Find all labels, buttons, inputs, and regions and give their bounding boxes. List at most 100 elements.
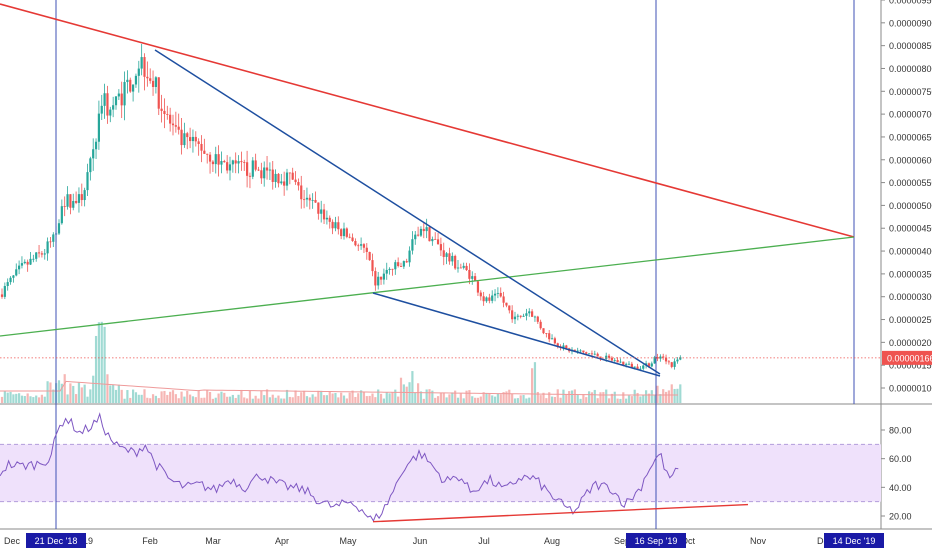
- time-tick-label: Mar: [205, 536, 221, 546]
- price-tick-label: 0.00000850: [889, 41, 932, 51]
- price-tick-label: 0.00000500: [889, 201, 932, 211]
- candle-body: [23, 261, 26, 264]
- price-tick-label: 0.00000700: [889, 110, 932, 120]
- volume-bar: [120, 389, 123, 403]
- candle-body: [18, 265, 21, 270]
- volume-bar: [645, 390, 648, 403]
- volume-bar: [123, 398, 126, 403]
- candle-body: [140, 57, 143, 69]
- volume-bar: [268, 397, 271, 403]
- volume-bar: [351, 390, 354, 403]
- volume-bar: [154, 395, 157, 403]
- candle-body: [422, 228, 425, 232]
- candle-body: [391, 268, 394, 270]
- volume-bar: [513, 398, 517, 403]
- volume-bar: [234, 397, 237, 403]
- price-tick-label: 0.00000250: [889, 315, 932, 325]
- candle-body: [474, 276, 477, 282]
- volume-bar: [160, 391, 163, 403]
- volume-bar: [109, 385, 112, 403]
- volume-bar: [428, 389, 431, 403]
- volume-bar: [422, 398, 425, 403]
- volume-bar: [0, 396, 4, 403]
- volume-bar: [573, 389, 576, 403]
- volume-bar: [171, 390, 175, 403]
- candle-body: [271, 169, 274, 182]
- volume-bar: [12, 394, 15, 403]
- volume-bar: [248, 390, 252, 403]
- candle-body: [545, 333, 548, 334]
- candle-body: [465, 265, 468, 270]
- time-tick-label: Aug: [544, 536, 560, 546]
- rsi-panel: [0, 412, 749, 523]
- volume-bar: [237, 394, 240, 403]
- candle-body: [268, 169, 271, 171]
- candle-body: [26, 261, 29, 265]
- candle-body: [650, 363, 653, 367]
- volume-bar: [348, 392, 351, 403]
- volume-bar: [602, 392, 605, 403]
- green-trend-line: [0, 236, 855, 337]
- candle-body: [496, 292, 499, 294]
- volume-bar: [462, 398, 465, 403]
- volume-bar: [254, 395, 257, 403]
- candle-body: [254, 160, 257, 170]
- candle-body: [137, 68, 140, 76]
- volume-bar: [399, 377, 403, 403]
- candle-body: [143, 57, 146, 77]
- volume-bar: [533, 362, 537, 403]
- candle-body: [525, 313, 528, 316]
- volume-bar: [322, 395, 326, 403]
- candle-body: [248, 175, 252, 177]
- volume-bar: [502, 392, 505, 403]
- volume-bar: [214, 397, 217, 403]
- candle-body: [456, 267, 460, 269]
- volume-bar: [297, 396, 300, 403]
- volume-bar: [271, 394, 274, 403]
- rsi-trend-line: [372, 503, 749, 523]
- volume-bar: [417, 383, 420, 403]
- price-tick-label: 0.00000950: [889, 0, 932, 6]
- volume-bar: [522, 395, 525, 403]
- volume-bar: [60, 383, 63, 403]
- candle-body: [607, 355, 611, 358]
- candle-body: [445, 253, 448, 257]
- date-highlight-label: 14 Dec '19: [833, 536, 876, 546]
- volume-bar: [636, 392, 639, 403]
- volume-bar: [77, 382, 81, 403]
- time-tick-label: Feb: [142, 536, 158, 546]
- volume-bar: [445, 397, 448, 403]
- axes: 0.00000950 0.00000900 0.00000850 0.00000800…: [4, 0, 932, 546]
- candle-body: [291, 172, 294, 180]
- volume-bar: [676, 388, 679, 403]
- candle-body: [562, 345, 565, 348]
- volume-bar: [103, 326, 106, 403]
- volume-bar: [419, 391, 423, 403]
- candle-body: [6, 282, 9, 287]
- volume-bar: [362, 391, 366, 403]
- volume-bar: [542, 392, 545, 403]
- volume-bar: [459, 393, 462, 403]
- volume-bar: [630, 396, 633, 403]
- volume-bar: [545, 398, 548, 403]
- price-tick-label: 0.00000400: [889, 247, 932, 257]
- volume-bar: [576, 394, 579, 403]
- time-tick-label: Jul: [478, 536, 490, 546]
- volume-bar: [294, 390, 297, 403]
- candle-body: [163, 110, 166, 115]
- candle-body: [314, 199, 317, 203]
- candle-body: [522, 315, 525, 317]
- rsi-tick-label: 80.00: [889, 426, 912, 436]
- volume-bar: [246, 398, 249, 403]
- volume-bar: [228, 396, 232, 403]
- candle-body: [265, 167, 269, 171]
- volume-bar: [385, 392, 388, 403]
- candle-body: [174, 125, 177, 127]
- volume-bar: [200, 397, 203, 403]
- volume-bar: [402, 384, 405, 403]
- volume-bar: [559, 397, 562, 403]
- candle-body: [337, 222, 340, 230]
- volume-bar: [288, 396, 291, 403]
- volume-bar: [43, 396, 46, 403]
